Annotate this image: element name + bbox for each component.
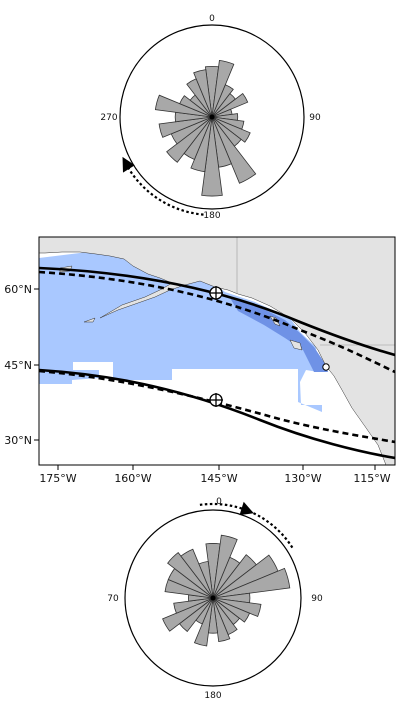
top-rose-petal-8 [211,116,251,143]
lat-label-60: 60°N [4,283,32,296]
bottom-rose-center [210,595,216,601]
bottom-rose-petal-5 [212,567,291,599]
top-rose-petal-10 [211,116,257,184]
top-rose-arrow [122,156,135,173]
top-rose-petal-2 [211,84,234,118]
map-frame [38,236,396,466]
bottom-rose-petal-11 [212,597,231,643]
top-rose-label-e: 90 [309,113,321,123]
bottom-rose-petals [162,534,291,647]
top-rose-center [209,114,215,120]
land-alaska [39,237,395,465]
top-rose-label-n: 0 [209,14,215,24]
bottom-rose-petal-17 [173,597,214,614]
top-rose-petal-17 [158,116,213,138]
bottom-rose-arc [199,502,294,549]
lon-label-145: 145°W [200,472,237,485]
bottom-rose-petal-23 [198,560,214,599]
crosshair-marker-south [209,393,223,407]
top-rose-petals [154,59,257,197]
bottom-rose-label-s: 180 [204,691,221,701]
top-rose-arc [124,162,204,216]
top-rose-petal-23 [193,69,213,118]
bottom-rose-petal-8 [212,597,251,623]
track-north-solid [39,266,395,357]
top-rose-label-w: 270 [100,113,117,123]
track-south-dashed [39,369,395,444]
bottom-rose-arrow [239,501,254,516]
land-island-4 [289,339,303,351]
bottom-rose-petal-21 [167,552,214,599]
lat-label-30: 30°N [4,434,32,447]
study-area-dark [230,298,328,372]
top-rose-label-s: 180 [203,211,220,221]
track-south-solid [39,368,395,460]
site-marker [322,363,330,371]
map-panel: 60°N 45°N 30°N 175°W 160°W 145°W 130°W 1… [4,236,396,485]
bottom-rose-label-e: 90 [311,594,323,604]
lon-label-115: 115°W [353,472,390,485]
bottom-rose-petal-22 [180,548,214,599]
top-rose-petal-20 [179,95,213,118]
lon-label-130: 130°W [284,472,321,485]
bottom-rose-label-w: 70 [107,594,119,604]
bottom-rose-petal-16 [162,597,214,632]
lat-label-45: 45°N [4,359,32,372]
top-rose-petal-4 [211,92,249,118]
lon-label-175: 175°W [39,472,76,485]
crosshair-marker-north [209,286,223,300]
top-rose-diagram: 0 90 180 270 [100,14,321,221]
lon-label-160: 160°W [114,472,151,485]
map-ticks [34,288,376,470]
bottom-rose-diagram: 0 90 180 70 [107,497,323,701]
top-rose-petal-15 [166,116,213,163]
top-rose-petal-12 [201,116,223,197]
study-area-light [39,243,322,412]
bottom-rose-label-n: 0 [216,497,222,507]
land-island-2 [83,317,96,323]
